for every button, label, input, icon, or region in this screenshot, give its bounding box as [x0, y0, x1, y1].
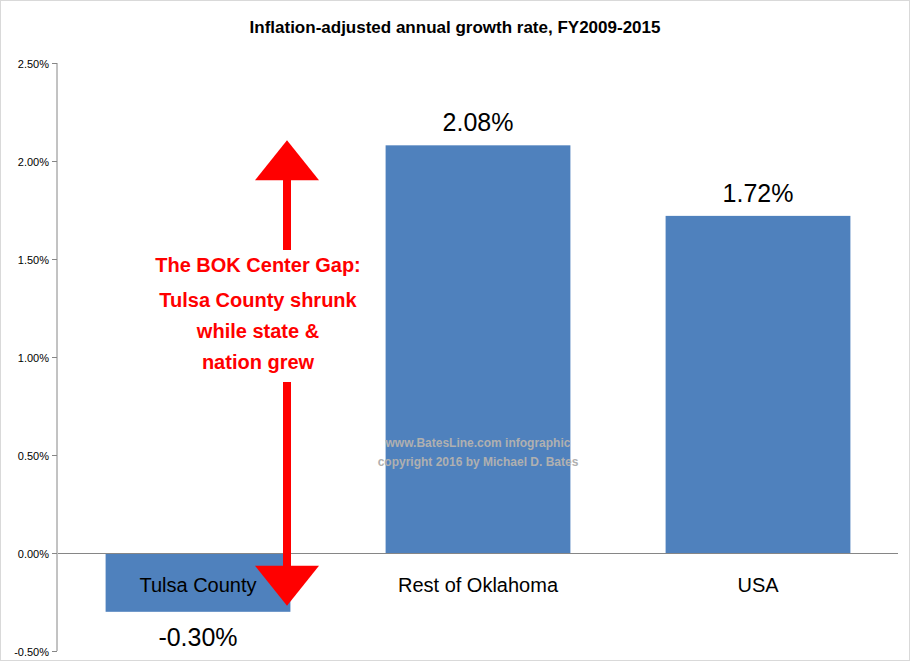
x-axis [58, 553, 898, 554]
annotation: Tulsa County shrunk [159, 289, 357, 311]
bars [106, 145, 851, 611]
data-label: 1.72% [723, 179, 794, 207]
y-tick-label: 1.00% [18, 352, 49, 364]
arrow-head [255, 566, 319, 606]
y-tick-label: 2.00% [18, 156, 49, 168]
y-tick [52, 259, 57, 260]
data-label: 2.08% [443, 108, 514, 136]
y-tick-label: 2.50% [18, 58, 49, 70]
category-label: Rest of Oklahoma [398, 574, 559, 596]
data-label: -0.30% [158, 623, 237, 651]
y-tick [52, 553, 57, 554]
bar [106, 553, 291, 612]
y-tick [52, 455, 57, 456]
annotation: nation grew [202, 351, 315, 373]
y-tick-label: 1.50% [18, 254, 49, 266]
bar [666, 216, 851, 553]
arrow-head [255, 140, 319, 180]
title: Inflation-adjusted annual growth rate, F… [250, 18, 661, 37]
category-label: Tulsa County [139, 574, 256, 596]
category-label: USA [737, 574, 779, 596]
y-tick [52, 651, 57, 652]
arrow-shaft [283, 179, 291, 250]
chart-border [1, 1, 910, 661]
y-tick-label: 0.50% [18, 450, 49, 462]
y-tick [52, 161, 57, 162]
y-tick-label: -0.50% [14, 646, 49, 658]
watermark: copyright 2016 by Michael D. Bates [378, 455, 579, 469]
annotation: while state & [196, 320, 319, 342]
y-tick [52, 357, 57, 358]
y-tick [52, 63, 57, 64]
arrow-shaft [283, 382, 291, 567]
annotation: The BOK Center Gap: [155, 254, 361, 276]
y-tick-label: 0.00% [18, 548, 49, 560]
watermark: www.BatesLine.com infographic [385, 436, 571, 450]
bar [386, 145, 571, 553]
chart: Inflation-adjusted annual growth rate, F… [0, 0, 910, 661]
